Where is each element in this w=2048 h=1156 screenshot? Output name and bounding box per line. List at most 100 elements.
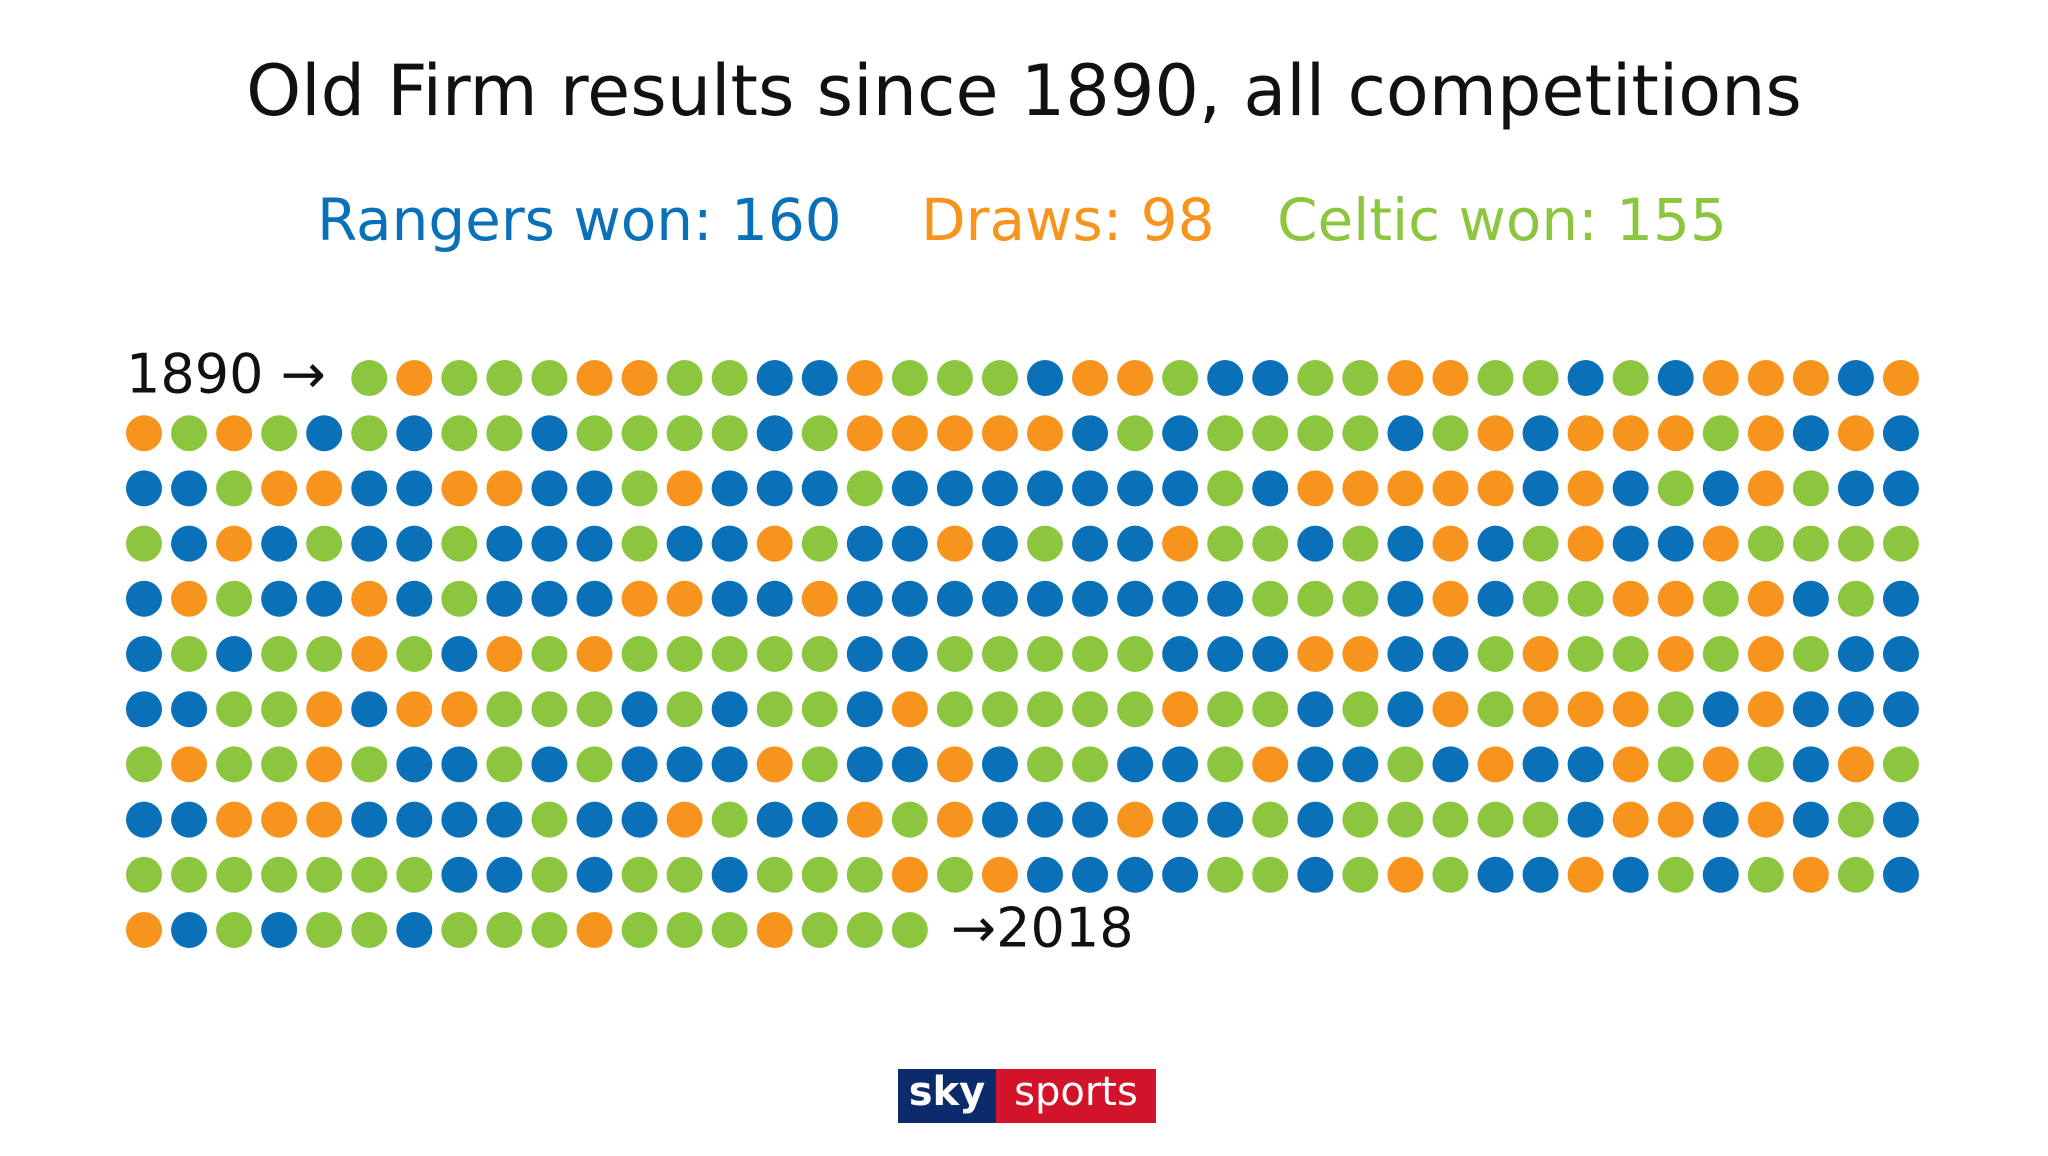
result-dot [261,691,298,728]
result-dot [1162,636,1199,672]
result-dot [351,470,388,507]
result-dot [441,360,478,396]
result-dot [531,912,568,948]
result-dot [1477,801,1514,838]
result-dot [486,470,523,507]
result-dot [1252,636,1289,672]
result-dot [441,746,478,783]
result-dot [1297,856,1334,893]
result-dot [261,636,298,672]
result-dot [1297,801,1334,838]
result-dot [1702,746,1739,783]
result-dot [1252,470,1289,507]
result-dot [261,580,298,617]
result-dot [531,360,568,396]
result-dot [306,691,343,728]
result-dot [1252,360,1289,396]
result-dot [441,525,478,562]
result-dot [981,636,1018,672]
result-dot [846,746,883,783]
result-dot [531,746,568,783]
result-dot [1117,746,1154,783]
result-dot [1837,525,1874,562]
result-dot [1162,415,1199,452]
result-dot [621,580,658,617]
result-dot [261,856,298,893]
result-dot [711,415,748,452]
result-dot [1702,470,1739,507]
result-dot [486,415,523,452]
result-dot [666,470,703,507]
result-dot [576,801,613,838]
result-dot [846,801,883,838]
result-dot [1387,801,1424,838]
result-dot [846,415,883,452]
result-dot [216,470,253,507]
result-dot [756,415,793,452]
result-dot [531,580,568,617]
result-dot [351,415,388,452]
result-dot [711,691,748,728]
result-dot [486,525,523,562]
result-dot [1477,856,1514,893]
result-dot [666,525,703,562]
result-dot [1702,415,1739,452]
result-dot [936,360,973,396]
result-dot [1252,801,1289,838]
result-dot [306,856,343,893]
result-dot [1702,801,1739,838]
result-dot [126,580,162,617]
result-dot [1342,360,1379,396]
legend: Rangers won: 160 Draws: 98 Celtic won: 155 [317,186,1727,254]
result-dot [1072,580,1109,617]
result-dot [621,691,658,728]
result-dot [1882,360,1919,396]
result-dot [351,856,388,893]
result-dot [396,360,433,396]
result-dot [711,801,748,838]
result-dot [1522,470,1559,507]
result-dot [1657,746,1694,783]
result-dot [351,360,388,396]
result-dot [1522,691,1559,728]
result-dot [756,912,793,948]
result-dot [1882,470,1919,507]
result-dot [1567,580,1604,617]
result-dot [621,636,658,672]
result-dot [441,636,478,672]
result-dot [711,360,748,396]
result-dot [306,470,343,507]
result-dot [1612,801,1649,838]
result-dot [576,580,613,617]
result-dot [846,636,883,672]
result-dot [1342,470,1379,507]
result-dot [1432,580,1469,617]
result-dot [756,691,793,728]
result-dot [936,525,973,562]
result-dot [216,801,253,838]
result-dot [1837,691,1874,728]
result-dot [1027,856,1063,893]
result-dot [1702,360,1739,396]
result-dot [1162,746,1199,783]
result-dot [396,636,433,672]
result-dot [1837,360,1874,396]
result-dot [1162,360,1199,396]
logo-sky-bg [898,1069,996,1123]
result-dot [1522,580,1559,617]
result-dot [801,470,838,507]
result-dot [396,415,433,452]
result-dot [711,746,748,783]
result-dot [801,525,838,562]
result-dot [1612,470,1649,507]
result-dot [1702,691,1739,728]
result-dot [171,580,208,617]
result-dot [576,415,613,452]
result-dot [126,415,162,452]
result-dot [486,856,523,893]
result-dot [846,912,883,948]
result-dot [171,856,208,893]
result-dot [711,912,748,948]
result-dot [1612,525,1649,562]
result-dot [396,580,433,617]
